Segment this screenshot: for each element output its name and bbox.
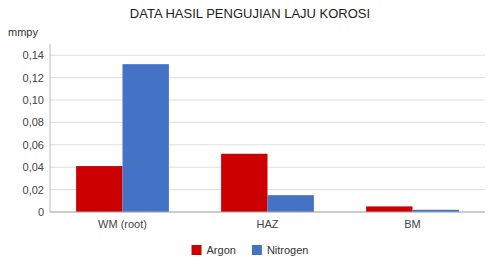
grid-line (50, 144, 485, 145)
y-tick-label: 0,10 (23, 94, 44, 106)
bars (76, 64, 459, 212)
y-ticks: 0 0,02 0,04 0,06 0,08 0,10 0,12 0,14 (23, 49, 44, 218)
y-tick-label: 0 (38, 206, 44, 218)
y-tick-label: 0,06 (23, 139, 44, 151)
chart: DATA HASIL PENGUJIAN LAJU KOROSI mmpy 0 0,0… (0, 0, 500, 278)
grid-line (50, 212, 485, 213)
title: DATA HASIL PENGUJIAN LAJU KOROSI (130, 6, 370, 21)
x-tick-label: HAZ (257, 218, 279, 230)
chart-container: DATA HASIL PENGUJIAN LAJU KOROSI mmpy 0 0,0… (0, 0, 500, 278)
legend-label: Argon (207, 244, 236, 256)
grid-line (50, 100, 485, 101)
legend: Argon Nitrogen (192, 244, 309, 256)
legend-swatch (192, 245, 202, 255)
x-axis-line (50, 212, 485, 213)
bar (221, 154, 267, 212)
legend-swatch (252, 245, 262, 255)
y-tick-label: 0,12 (23, 72, 44, 84)
bar (123, 64, 169, 212)
bar (76, 166, 122, 212)
grid-line (50, 122, 485, 123)
x-tick-label: BM (404, 218, 421, 230)
bar (268, 195, 314, 212)
x-ticks: WM (root) HAZ BM (98, 218, 421, 230)
y-tick-label: 0,08 (23, 116, 44, 128)
legend-label: Nitrogen (267, 244, 309, 256)
y-tick-label: 0,14 (23, 49, 44, 61)
bar (366, 206, 412, 212)
y-axis-line (50, 44, 51, 212)
x-tick-label: WM (root) (98, 218, 147, 230)
grid (50, 55, 485, 212)
grid-line (50, 77, 485, 78)
y-tick-label: 0,04 (23, 161, 44, 173)
grid-line (50, 55, 485, 56)
y-axis-label: mmpy (8, 26, 38, 38)
y-tick-label: 0,02 (23, 184, 44, 196)
